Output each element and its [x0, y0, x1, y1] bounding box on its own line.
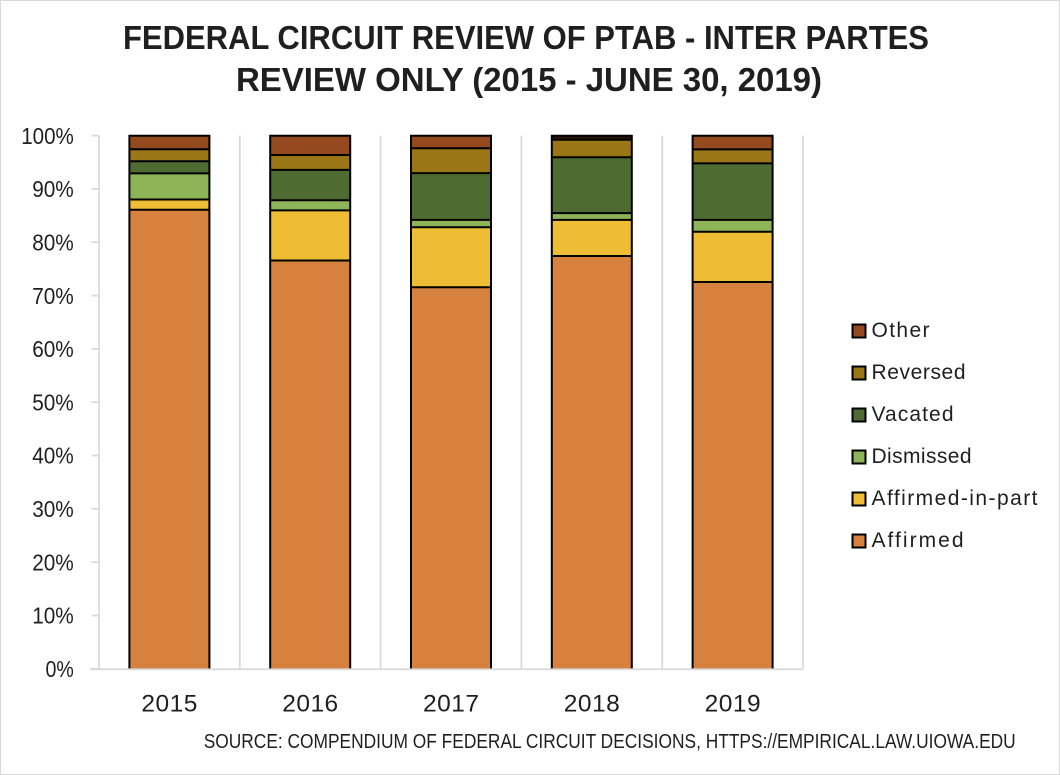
svg-text:Vacated: Vacated [872, 403, 954, 426]
svg-text:0%: 0% [46, 656, 74, 682]
svg-text:Affirmed-in-part: Affirmed-in-part [872, 487, 1038, 510]
svg-text:10%: 10% [32, 603, 74, 629]
svg-text:SOURCE: COMPENDIUM OF FEDERAL: SOURCE: COMPENDIUM OF FEDERAL CIRCUIT DE… [204, 731, 1016, 753]
svg-text:40%: 40% [32, 443, 74, 469]
svg-text:30%: 30% [32, 496, 74, 522]
svg-text:80%: 80% [32, 229, 74, 255]
svg-text:100%: 100% [21, 123, 74, 149]
svg-text:2015: 2015 [141, 691, 197, 718]
svg-text:90%: 90% [32, 176, 74, 202]
svg-text:FEDERAL CIRCUIT REVIEW OF PTAB: FEDERAL CIRCUIT REVIEW OF PTAB - INTER P… [123, 19, 929, 56]
svg-text:Other: Other [872, 319, 930, 342]
svg-text:2018: 2018 [564, 691, 620, 718]
svg-text:60%: 60% [32, 336, 74, 362]
svg-text:REVIEW ONLY (2015 - JUNE 30, 2: REVIEW ONLY (2015 - JUNE 30, 2019) [236, 61, 822, 98]
svg-text:20%: 20% [32, 549, 74, 575]
svg-text:50%: 50% [32, 389, 74, 415]
svg-text:2016: 2016 [282, 691, 338, 718]
svg-text:Reversed: Reversed [872, 361, 966, 384]
svg-text:2019: 2019 [705, 691, 761, 718]
svg-text:70%: 70% [32, 283, 74, 309]
svg-text:Dismissed: Dismissed [872, 445, 972, 468]
svg-text:2017: 2017 [423, 691, 479, 718]
